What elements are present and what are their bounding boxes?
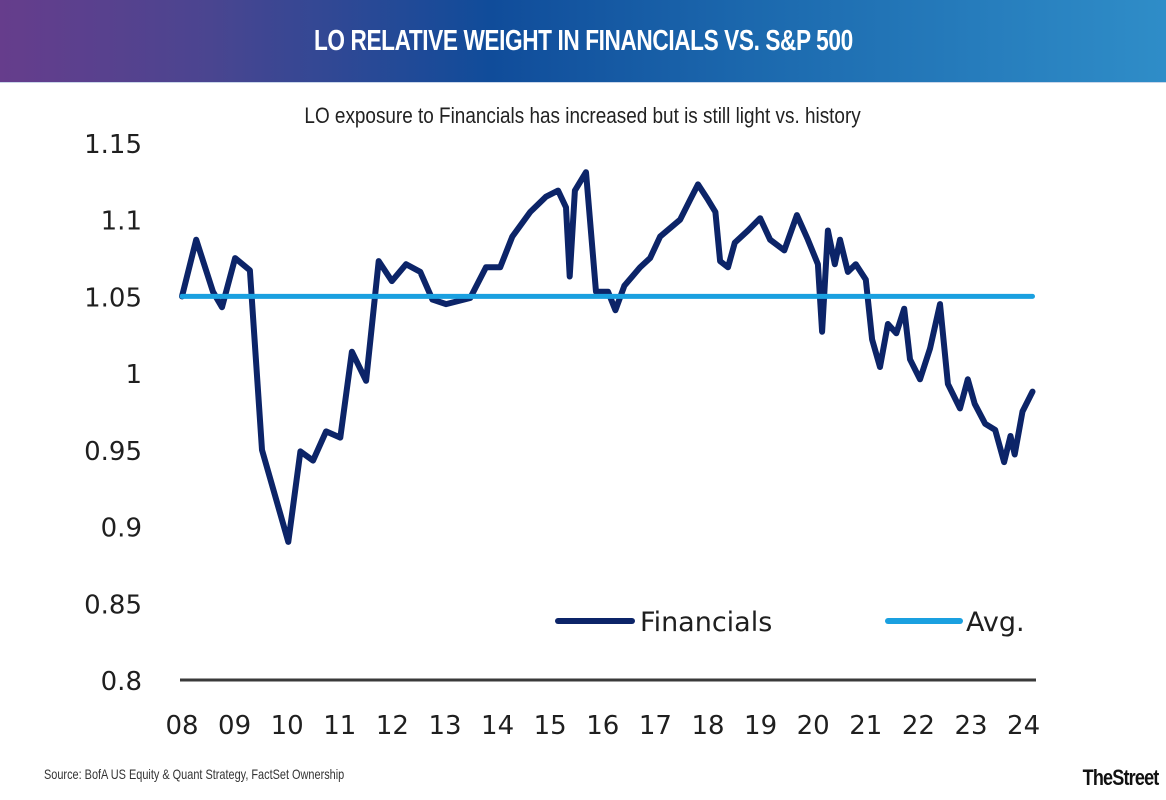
source-note: Source: BofA US Equity & Quant Strategy,… bbox=[44, 766, 345, 782]
x-tick-label: 15 bbox=[534, 711, 567, 741]
legend-avg-label: Avg. bbox=[966, 607, 1025, 638]
x-tick-label: 21 bbox=[849, 711, 882, 741]
title-banner: LO RELATIVE WEIGHT IN FINANCIALS VS. S&P… bbox=[0, 0, 1166, 83]
x-tick-label: 17 bbox=[639, 711, 672, 741]
x-tick-label: 09 bbox=[218, 711, 251, 741]
x-tick-label: 18 bbox=[691, 711, 724, 741]
x-tick-label: 08 bbox=[165, 711, 198, 741]
series-layer bbox=[179, 169, 1036, 545]
x-tick-label: 24 bbox=[1007, 711, 1040, 741]
series-financials-line bbox=[179, 169, 1036, 545]
x-tick-label: 16 bbox=[586, 711, 619, 741]
x-tick-label: 13 bbox=[428, 711, 461, 741]
y-axis-ticks: 1.15 1.1 1.05 1 0.95 0.9 0.85 0.8 bbox=[84, 130, 142, 697]
x-tick-label: 23 bbox=[954, 711, 987, 741]
x-axis-ticks: 08 09 10 11 12 13 14 15 16 17 18 19 20 21 22 23 24 bbox=[165, 711, 1040, 741]
y-tick-label: 1 bbox=[125, 360, 142, 390]
y-tick-label: 0.8 bbox=[101, 667, 142, 697]
x-tick-label: 19 bbox=[744, 711, 777, 741]
legend-financials-label: Financials bbox=[640, 607, 772, 638]
x-tick-label: 12 bbox=[376, 711, 409, 741]
y-tick-label: 0.95 bbox=[84, 437, 142, 467]
y-tick-label: 0.85 bbox=[84, 590, 142, 620]
y-tick-label: 1.15 bbox=[84, 130, 142, 160]
y-tick-label: 0.9 bbox=[101, 514, 142, 544]
y-tick-label: 1.05 bbox=[84, 283, 142, 313]
chart-subtitle: LO exposure to Financials has increased … bbox=[304, 103, 861, 128]
chart-title: LO RELATIVE WEIGHT IN FINANCIALS VS. S&P… bbox=[313, 24, 853, 57]
y-tick-label: 1.1 bbox=[101, 207, 142, 237]
x-tick-label: 10 bbox=[271, 711, 304, 741]
x-tick-label: 20 bbox=[797, 711, 830, 741]
brand-logo: TheStreet bbox=[1082, 765, 1159, 790]
x-tick-label: 14 bbox=[481, 711, 514, 741]
legend: Financials Avg. bbox=[555, 607, 1025, 638]
x-tick-label: 11 bbox=[323, 711, 356, 741]
x-tick-label: 22 bbox=[902, 711, 935, 741]
